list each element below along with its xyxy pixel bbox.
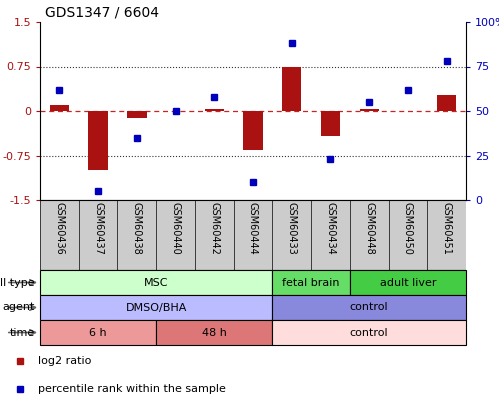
Text: 6 h: 6 h xyxy=(89,328,107,337)
Text: control: control xyxy=(350,328,389,337)
Text: GSM60436: GSM60436 xyxy=(54,202,64,255)
Text: agent: agent xyxy=(2,303,35,313)
Bar xyxy=(50,105,69,111)
Bar xyxy=(127,111,147,118)
Text: DMSO/BHA: DMSO/BHA xyxy=(125,303,187,313)
Text: GDS1347 / 6604: GDS1347 / 6604 xyxy=(45,5,159,19)
Bar xyxy=(244,111,262,149)
Text: GSM60451: GSM60451 xyxy=(442,202,452,255)
Text: GSM60438: GSM60438 xyxy=(132,202,142,255)
Bar xyxy=(40,320,156,345)
Text: GSM60440: GSM60440 xyxy=(171,202,181,255)
Bar xyxy=(282,66,301,111)
Text: percentile rank within the sample: percentile rank within the sample xyxy=(37,384,226,394)
Text: fetal brain: fetal brain xyxy=(282,277,340,288)
Bar xyxy=(40,295,272,320)
Bar xyxy=(272,295,466,320)
Text: adult liver: adult liver xyxy=(380,277,436,288)
Bar xyxy=(321,111,340,136)
Bar xyxy=(272,320,466,345)
Text: control: control xyxy=(350,303,389,313)
Text: GSM60442: GSM60442 xyxy=(209,202,219,255)
Text: time: time xyxy=(10,328,35,337)
Text: GSM60437: GSM60437 xyxy=(93,202,103,255)
Text: GSM60444: GSM60444 xyxy=(248,202,258,255)
Bar xyxy=(272,270,350,295)
Bar xyxy=(40,270,272,295)
Bar xyxy=(437,95,456,111)
Bar xyxy=(205,109,224,111)
Text: GSM60434: GSM60434 xyxy=(325,202,335,255)
Text: GSM60448: GSM60448 xyxy=(364,202,374,255)
Bar xyxy=(88,111,108,171)
Bar xyxy=(350,270,466,295)
Text: GSM60450: GSM60450 xyxy=(403,202,413,255)
Text: 48 h: 48 h xyxy=(202,328,227,337)
Text: cell type: cell type xyxy=(0,277,35,288)
Text: MSC: MSC xyxy=(144,277,169,288)
Bar xyxy=(359,109,379,111)
Text: GSM60433: GSM60433 xyxy=(287,202,297,255)
Text: log2 ratio: log2 ratio xyxy=(37,356,91,366)
Bar xyxy=(156,320,272,345)
